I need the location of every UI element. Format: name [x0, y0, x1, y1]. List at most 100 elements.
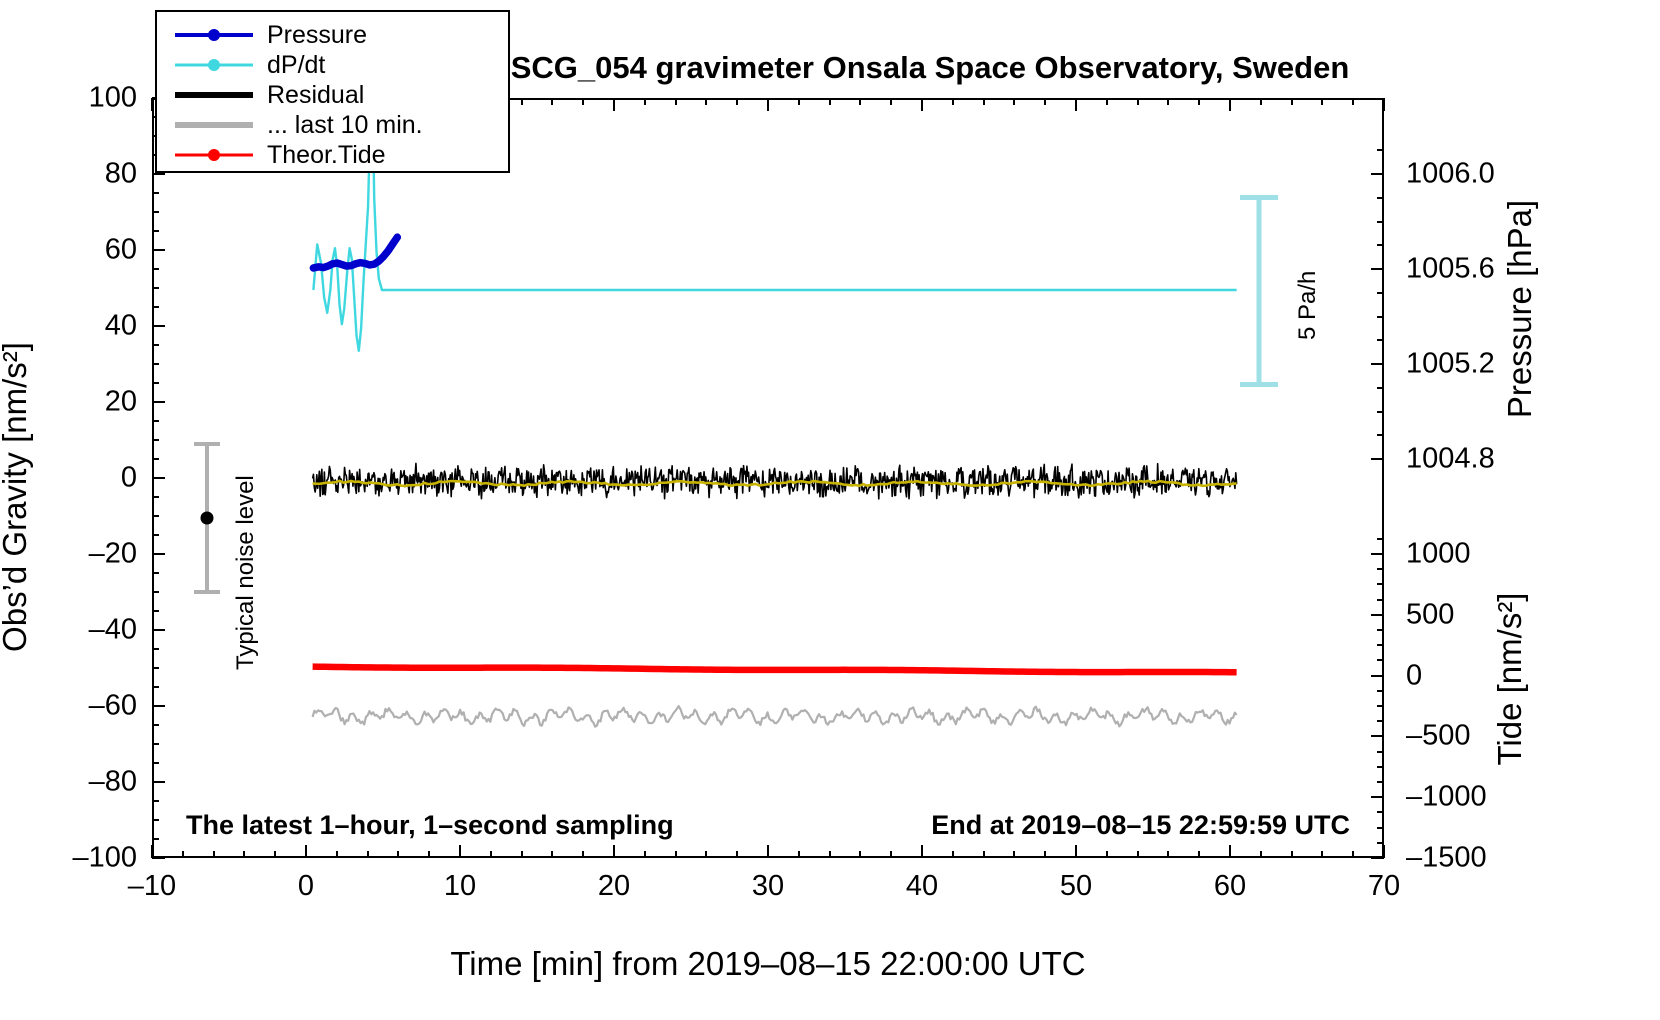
- y-tick-major: [152, 629, 165, 631]
- pressure-tick-minor: [1377, 434, 1384, 437]
- legend-label: Pressure: [267, 20, 368, 49]
- series-residual: [311, 462, 1238, 500]
- legend-marker-dot-icon: [208, 149, 220, 161]
- y-tick-minor: [152, 458, 159, 460]
- x-tick-minor: [797, 851, 800, 858]
- tide-tick-major: [1371, 553, 1384, 555]
- x-tick-minor-top: [736, 98, 739, 105]
- y-tick-minor: [152, 420, 159, 422]
- x-tick-minor: [890, 851, 893, 858]
- x-tick-minor-top: [859, 98, 862, 105]
- y-tick-label: –80: [88, 765, 137, 798]
- tide-tick-label: –1000: [1406, 780, 1487, 813]
- y-tick-minor: [152, 363, 159, 365]
- x-tick-minor-top: [1352, 98, 1355, 105]
- tide-tick-minor: [1377, 644, 1384, 647]
- legend-item-3[interactable]: ... last 10 min.: [175, 110, 508, 140]
- tide-tick-label: 0: [1406, 659, 1423, 692]
- x-tick-label: 10: [443, 870, 477, 902]
- y-tick-minor: [152, 838, 159, 840]
- y-tick-minor: [152, 800, 159, 802]
- y-tick-minor: [152, 496, 159, 498]
- legend-swatch-icon: [175, 86, 253, 104]
- x-tick-minor: [582, 851, 585, 858]
- y-axis-label-left: Obs’d Gravity [nm/s²]: [0, 342, 33, 652]
- series-pressure: [309, 233, 402, 272]
- series-overlay: [309, 22, 1238, 728]
- y-tick-minor: [152, 743, 159, 745]
- x-tick-label: 60: [1213, 870, 1247, 902]
- x-tick-major: [1383, 845, 1385, 858]
- y-tick-major: [152, 249, 165, 251]
- y-tick-label: 80: [104, 157, 137, 190]
- pressure-tick-label: 1006.0: [1406, 157, 1495, 190]
- x-tick-label: 20: [597, 870, 631, 902]
- x-tick-major: [1229, 845, 1231, 858]
- chart-legend: Pressure dP/dt Residual... last 10 min. The…: [155, 10, 510, 173]
- pressure-tick-minor: [1377, 410, 1384, 413]
- legend-item-0[interactable]: Pressure: [175, 20, 508, 50]
- y-tick-major: [152, 705, 165, 707]
- x-tick-minor: [520, 851, 523, 858]
- pressure-tick-label: 1004.8: [1406, 442, 1495, 475]
- footer-note-right: End at 2019–08–15 22:59:59 UTC: [931, 810, 1350, 840]
- tide-tick-major: [1371, 857, 1384, 859]
- typical-noise-errorbar: [194, 442, 220, 594]
- tide-tick-major: [1371, 735, 1384, 738]
- tide-tick-label: 500: [1406, 598, 1455, 631]
- tide-tick-major: [1371, 796, 1384, 799]
- y-tick-label: –20: [88, 537, 137, 570]
- x-tick-minor: [243, 851, 246, 858]
- y-tick-major: [152, 857, 165, 859]
- legend-item-2[interactable]: Residual: [175, 80, 508, 110]
- tide-tick-major: [1371, 674, 1384, 677]
- legend-item-4[interactable]: Theor.Tide: [175, 140, 508, 170]
- legend-line: [175, 92, 253, 98]
- y-tick-major: [152, 401, 165, 403]
- x-tick-major: [767, 845, 769, 858]
- legend-swatch-icon: [175, 56, 253, 74]
- plot-area: Typical noise level 5 Pa/h The latest 1–…: [152, 22, 1384, 858]
- y-tick-label: 0: [120, 461, 137, 494]
- y-tick-minor: [152, 534, 159, 536]
- tide-tick-minor: [1377, 659, 1384, 662]
- x-tick-minor: [951, 851, 954, 858]
- x-tick-minor: [674, 851, 677, 858]
- tide-tick-minor: [1377, 537, 1384, 540]
- y-tick-minor: [152, 287, 159, 289]
- x-tick-minor-top: [1290, 98, 1293, 105]
- x-tick-minor-top: [674, 98, 677, 105]
- y-tick-major: [152, 173, 165, 175]
- x-tick-minor: [982, 851, 985, 858]
- x-tick-minor: [736, 851, 739, 858]
- x-tick-minor: [551, 851, 554, 858]
- y-tick-minor: [152, 610, 159, 612]
- x-tick-label: 0: [297, 870, 315, 902]
- tide-tick-minor: [1377, 720, 1384, 723]
- y-tick-major: [152, 477, 165, 479]
- x-tick-major-top: [921, 98, 923, 111]
- x-tick-minor-top: [982, 98, 985, 105]
- legend-line: [175, 122, 253, 128]
- x-tick-major-top: [767, 98, 769, 111]
- x-tick-minor: [428, 851, 431, 858]
- y-tick-minor: [152, 572, 159, 574]
- tide-tick-label: –1500: [1406, 841, 1487, 874]
- tide-tick-minor: [1377, 811, 1384, 814]
- pressure-scale-label: 5 Pa/h: [1294, 270, 1321, 340]
- x-tick-minor: [1044, 851, 1047, 858]
- x-tick-minor-top: [520, 98, 523, 105]
- y-tick-label: –100: [72, 841, 137, 874]
- x-tick-minor: [1167, 851, 1170, 858]
- chart-title: SCG_054 gravimeter Onsala Space Observat…: [510, 50, 1350, 85]
- tide-tick-minor: [1377, 781, 1384, 783]
- legend-item-1[interactable]: dP/dt: [175, 50, 508, 80]
- y-tick-minor: [152, 667, 159, 669]
- x-tick-major: [151, 845, 153, 858]
- y-tick-minor: [152, 344, 159, 346]
- pressure-tick-minor: [1377, 386, 1384, 389]
- x-tick-minor: [1105, 851, 1108, 858]
- x-tick-minor-top: [643, 98, 646, 105]
- x-tick-major-top: [1075, 98, 1077, 111]
- x-tick-major: [305, 845, 307, 858]
